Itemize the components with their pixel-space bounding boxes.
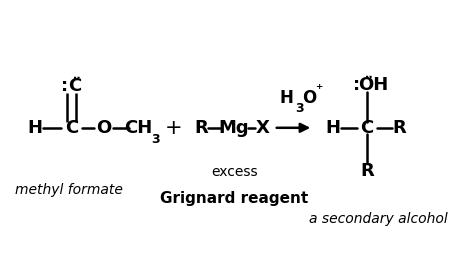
Text: ÖH: ÖH xyxy=(358,76,388,94)
Text: 3: 3 xyxy=(152,133,160,146)
Text: CH: CH xyxy=(124,119,153,137)
Text: C̈: C̈ xyxy=(68,77,81,95)
Text: C: C xyxy=(65,119,78,137)
Text: O: O xyxy=(302,89,317,107)
Text: a secondary alcohol: a secondary alcohol xyxy=(310,212,448,226)
Text: Mg: Mg xyxy=(219,119,249,137)
Text: H: H xyxy=(27,119,42,137)
Text: H: H xyxy=(279,89,293,107)
Text: excess: excess xyxy=(211,165,257,179)
Text: R: R xyxy=(360,162,374,180)
Text: :: : xyxy=(354,76,361,94)
Text: ⁺: ⁺ xyxy=(315,83,323,97)
Text: X: X xyxy=(255,119,269,137)
Text: +: + xyxy=(164,118,182,138)
Text: :: : xyxy=(61,77,68,95)
Text: Grignard reagent: Grignard reagent xyxy=(160,191,308,206)
Text: 3: 3 xyxy=(296,102,304,115)
Text: O: O xyxy=(96,119,111,137)
Text: H: H xyxy=(325,119,340,137)
Text: R: R xyxy=(392,119,406,137)
Text: C: C xyxy=(361,119,374,137)
Text: R: R xyxy=(194,119,208,137)
Text: methyl formate: methyl formate xyxy=(15,183,123,197)
